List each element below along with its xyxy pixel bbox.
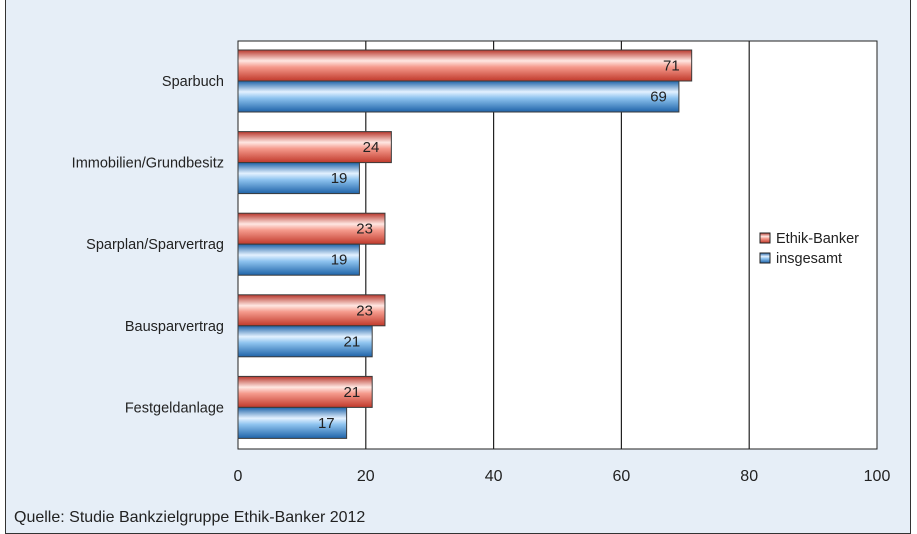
- bar-ethik-banker: [237, 49, 693, 82]
- legend-swatch-ethik-banker: [759, 232, 771, 244]
- x-tick-label: 100: [864, 468, 891, 485]
- bar-value-label: 23: [356, 221, 373, 238]
- bar-value-label: 71: [663, 58, 680, 75]
- category-label: Festgeldanlage: [125, 400, 224, 416]
- x-tick-label: 80: [740, 468, 758, 485]
- legend-label: Ethik-Banker: [776, 231, 859, 247]
- x-tick-label: 40: [485, 468, 503, 485]
- x-tick-label: 0: [234, 468, 243, 485]
- bar-insgesamt: [237, 162, 360, 195]
- legend-swatch-insgesamt: [759, 252, 771, 264]
- category-label: Bausparvertrag: [125, 319, 224, 335]
- bar-value-label: 24: [363, 139, 380, 156]
- bar-ethik-banker: [237, 212, 386, 245]
- bar-insgesamt: [237, 243, 360, 276]
- bar-ethik-banker: [237, 131, 392, 164]
- source-note: Quelle: Studie Bankzielgruppe Ethik-Bank…: [14, 509, 366, 526]
- bar-value-label: 19: [331, 252, 348, 269]
- bar-value-label: 21: [344, 333, 361, 350]
- category-label: Sparplan/Sparvertrag: [86, 237, 224, 253]
- bar-ethik-banker: [237, 375, 373, 408]
- bar-insgesamt: [237, 406, 348, 439]
- bar-value-label: 21: [344, 384, 361, 401]
- bar-value-label: 23: [356, 302, 373, 319]
- bar-insgesamt: [237, 80, 680, 113]
- legend-label: insgesamt: [776, 251, 842, 267]
- category-label: Sparbuch: [162, 74, 224, 90]
- bar-value-label: 17: [318, 415, 335, 432]
- x-tick-label: 60: [613, 468, 631, 485]
- x-tick-label: 20: [357, 468, 375, 485]
- bar-insgesamt: [237, 325, 373, 358]
- bar-value-label: 19: [331, 170, 348, 187]
- bar-value-label: 69: [650, 89, 667, 106]
- bar-ethik-banker: [237, 294, 386, 327]
- category-label: Immobilien/Grundbesitz: [72, 156, 224, 172]
